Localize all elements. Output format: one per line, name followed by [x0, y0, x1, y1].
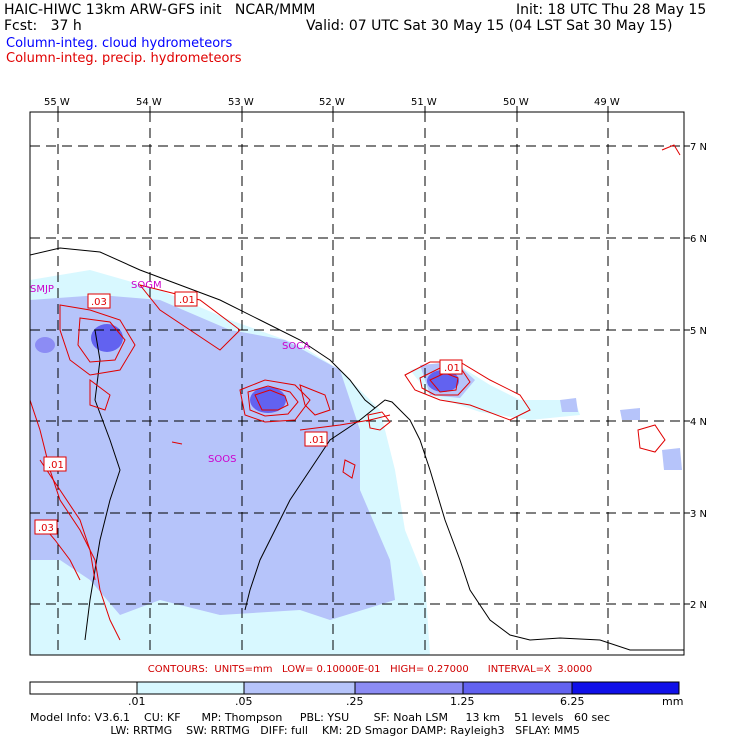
- contour-label: .01: [179, 295, 195, 306]
- lat-label: 2 N: [690, 600, 707, 611]
- contour-label: .03: [38, 523, 54, 534]
- lat-label: 4 N: [690, 417, 707, 428]
- lat-label: 7 N: [690, 142, 707, 153]
- contour-label: .01: [444, 363, 460, 374]
- init-time: Init: 18 UTC Thu 28 May 15: [516, 2, 707, 18]
- lat-label: 3 N: [690, 509, 707, 520]
- model-info-line1: Model Info: V3.6.1 CU: KF MP: Thompson P…: [30, 711, 610, 724]
- cbar-label: .01: [128, 695, 146, 708]
- lat-label: 5 N: [690, 326, 707, 337]
- lon-label: 50 W: [503, 97, 529, 108]
- cloud-core-west: [91, 324, 123, 352]
- border-guyana-suriname: [84, 329, 121, 641]
- color-bar: [29, 681, 680, 695]
- contour-label: .01: [309, 435, 325, 446]
- lon-label: 49 W: [594, 97, 620, 108]
- model-info-line2: LW: RRTMG SW: RRTMG DIFF: full KM: 2D Sm…: [30, 724, 580, 737]
- lon-label: 54 W: [136, 97, 162, 108]
- coastline: [30, 247, 684, 651]
- cloud-core-west-small: [35, 337, 55, 353]
- station-sogm: SOGM: [131, 280, 162, 291]
- cbar-label: .25: [346, 695, 364, 708]
- cbar-units: mm: [662, 695, 684, 708]
- forecast-hour: Fcst: 37 h: [4, 18, 82, 34]
- contour-labels: [34, 291, 463, 535]
- cbar-label: 6.25: [560, 695, 585, 708]
- cloud-shade-patch-1: [620, 408, 640, 420]
- field-precip-label: Column-integ. precip. hydrometeors: [6, 51, 242, 66]
- lon-label: 51 W: [411, 97, 437, 108]
- cbar-label: .05: [235, 695, 253, 708]
- station-soca: SOCA: [282, 341, 310, 352]
- title-left: HAIC-HIWC 13km ARW-GFS init NCAR/MMM: [4, 2, 316, 18]
- contour-label: .01: [48, 460, 64, 471]
- contours-info: CONTOURS: UNITS=mm LOW= 0.10000E-01 HIGH…: [147, 664, 593, 675]
- field-cloud-label: Column-integ. cloud hydrometeors: [6, 36, 233, 51]
- contour-label: .03: [91, 297, 107, 308]
- cloud-shade-patch-3: [560, 398, 578, 412]
- cloud-shade-patch-2: [662, 448, 682, 470]
- station-soos: SOOS: [208, 454, 236, 465]
- border-suriname-fg: [244, 407, 376, 611]
- lon-label: 52 W: [319, 97, 345, 108]
- valid-time: Valid: 07 UTC Sat 30 May 15 (04 LST Sat …: [306, 18, 673, 34]
- lon-label: 53 W: [228, 97, 254, 108]
- lat-label: 6 N: [690, 234, 707, 245]
- map-frame: [29, 111, 685, 656]
- station-smjp: SMJP: [30, 284, 54, 295]
- lon-label: 55 W: [44, 97, 70, 108]
- cbar-label: 1.25: [450, 695, 475, 708]
